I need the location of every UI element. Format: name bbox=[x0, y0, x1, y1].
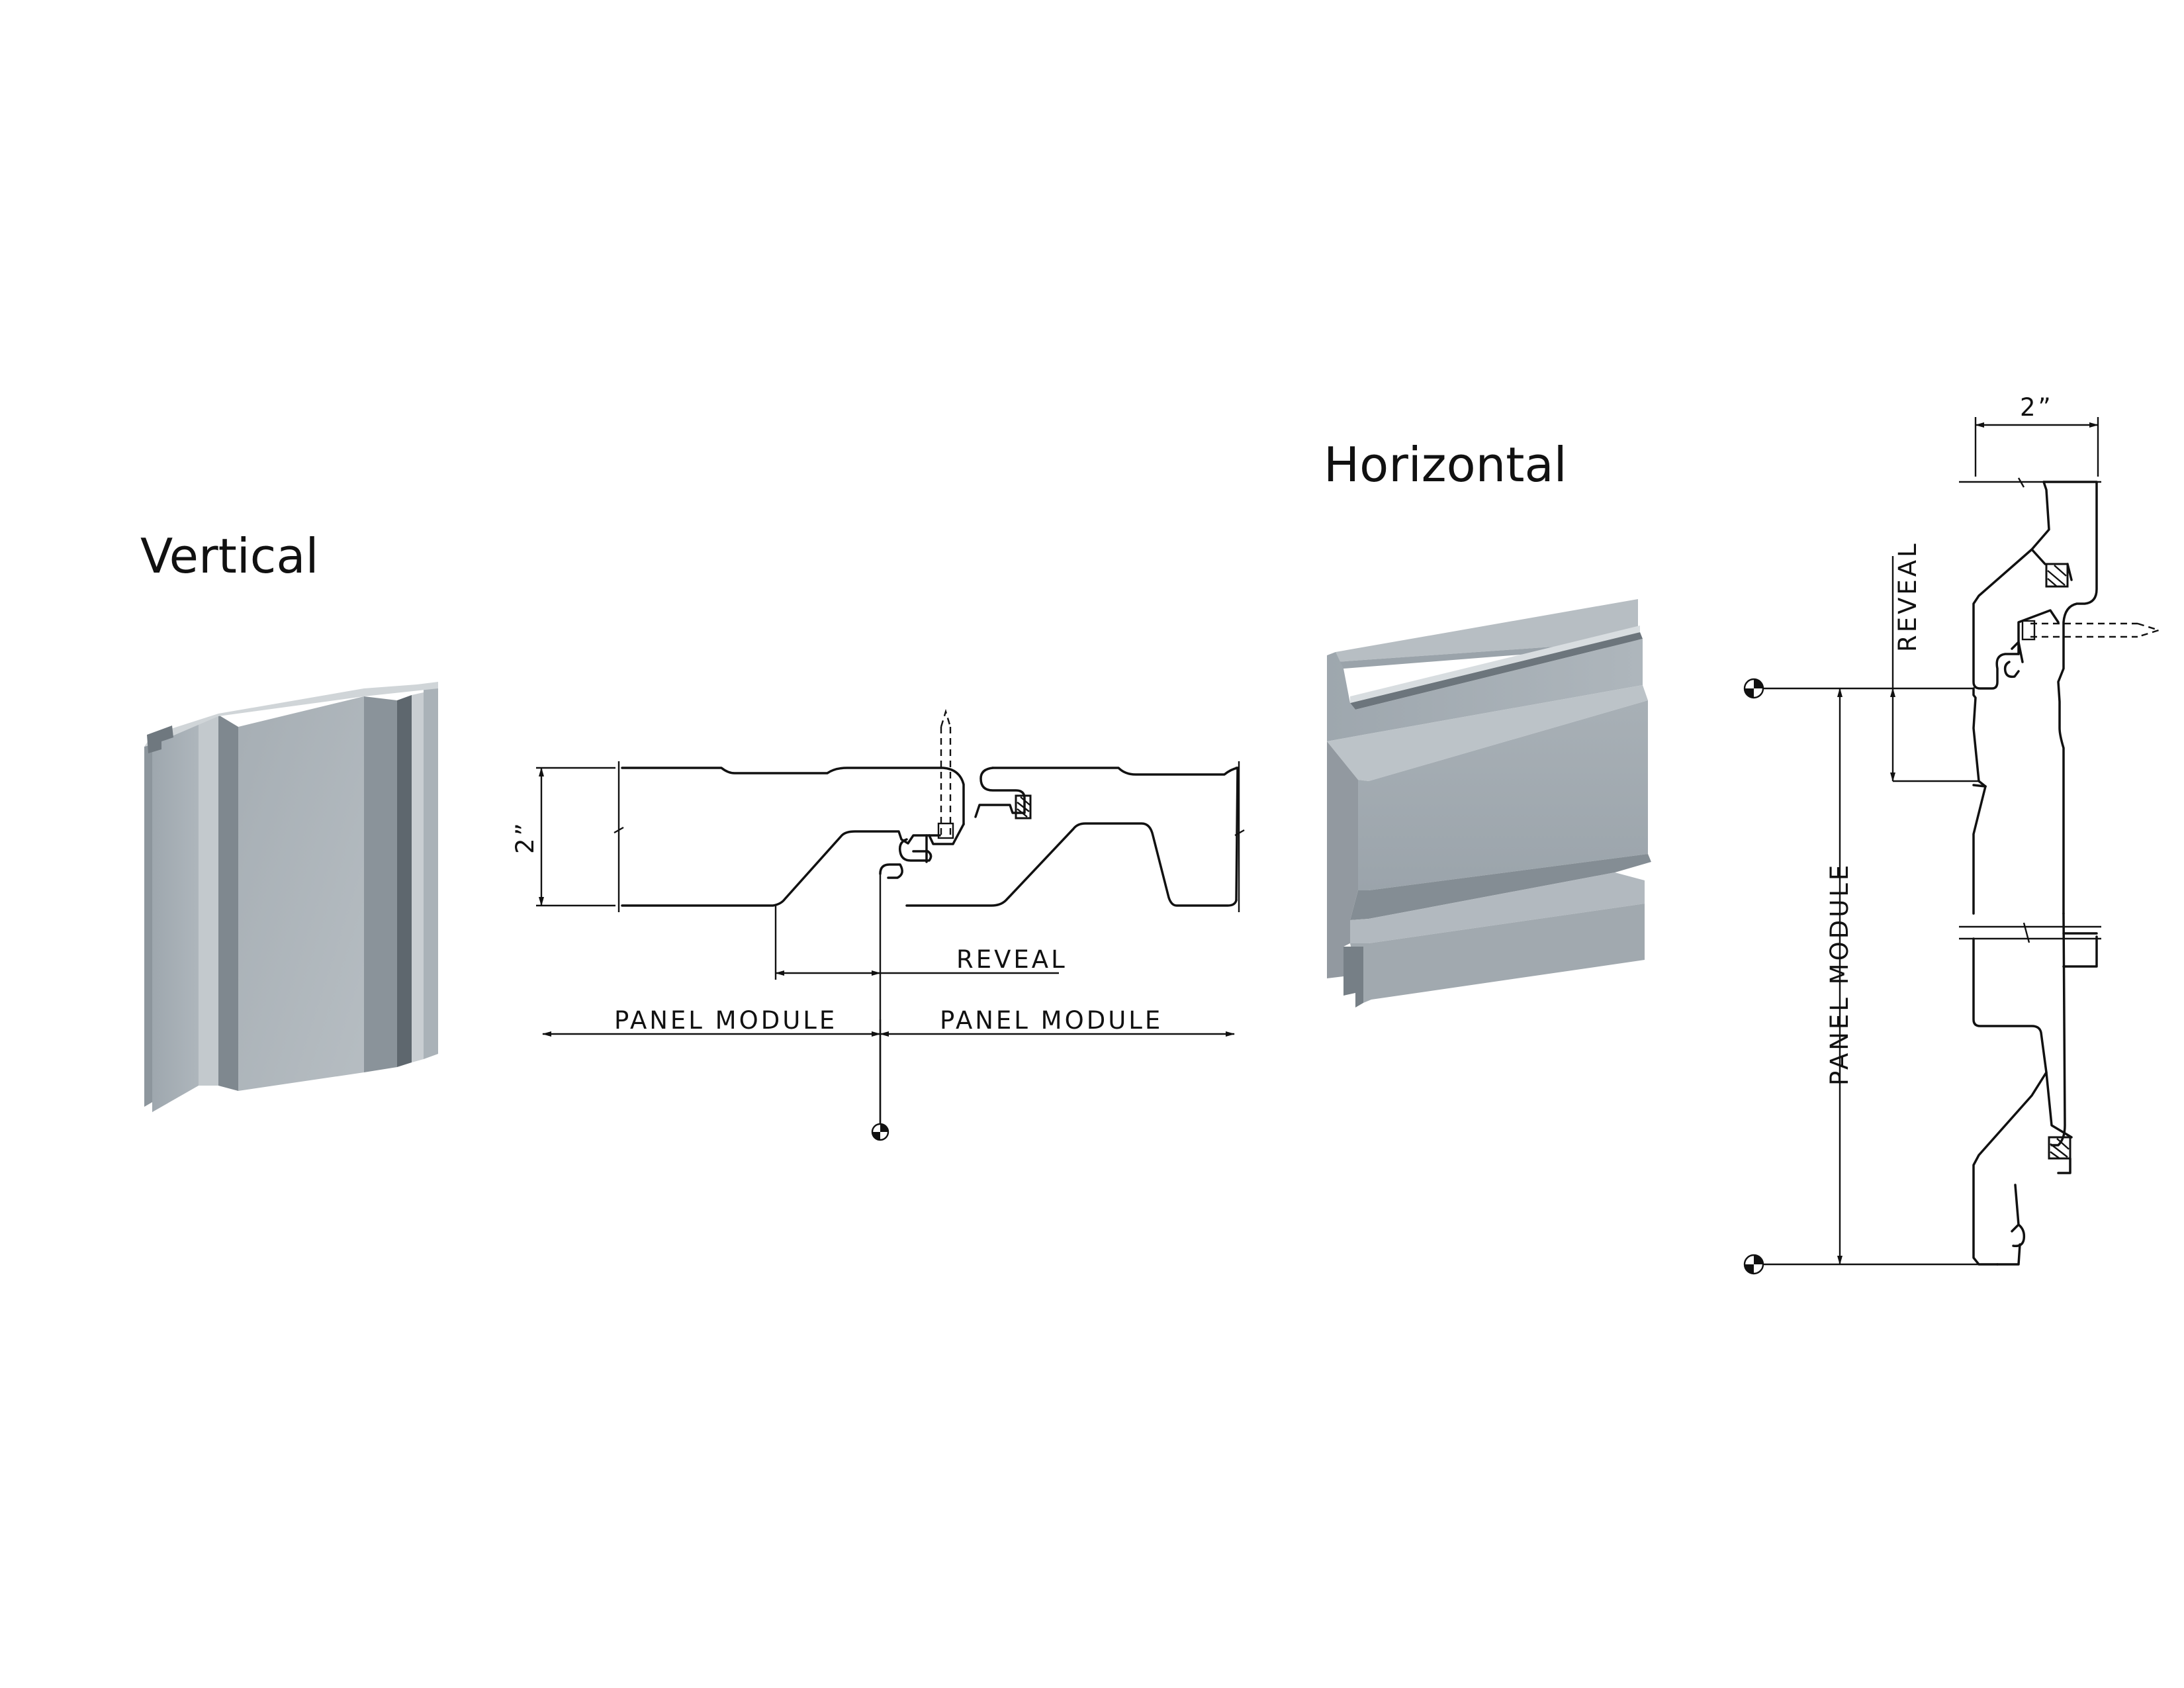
vertical-height-dimension: 2” bbox=[511, 820, 539, 854]
vertical-heading: Vertical bbox=[140, 528, 319, 584]
horizontal-heading: Horizontal bbox=[1324, 437, 1567, 492]
horizontal-panel-render bbox=[1327, 599, 1651, 1008]
vertical-panel-module-right: PANEL MODULE bbox=[940, 1006, 1163, 1035]
vertical-panel-left-top-line bbox=[621, 767, 965, 825]
vertical-section-detail: 2” REVEAL PANEL MODULE PANEL MODULE bbox=[511, 708, 1245, 1141]
vertical-reveal-label: REVEAL bbox=[956, 945, 1068, 974]
horizontal-width-dimension: 2” bbox=[2020, 393, 2054, 422]
vertical-panel-render bbox=[144, 682, 438, 1112]
horizontal-reveal-label: REVEAL bbox=[1893, 541, 1922, 652]
horizontal-panel-module-label: PANEL MODULE bbox=[1825, 863, 1854, 1086]
horizontal-section-detail: 2” bbox=[1743, 393, 2162, 1275]
vertical-panel-module-left: PANEL MODULE bbox=[614, 1006, 837, 1035]
